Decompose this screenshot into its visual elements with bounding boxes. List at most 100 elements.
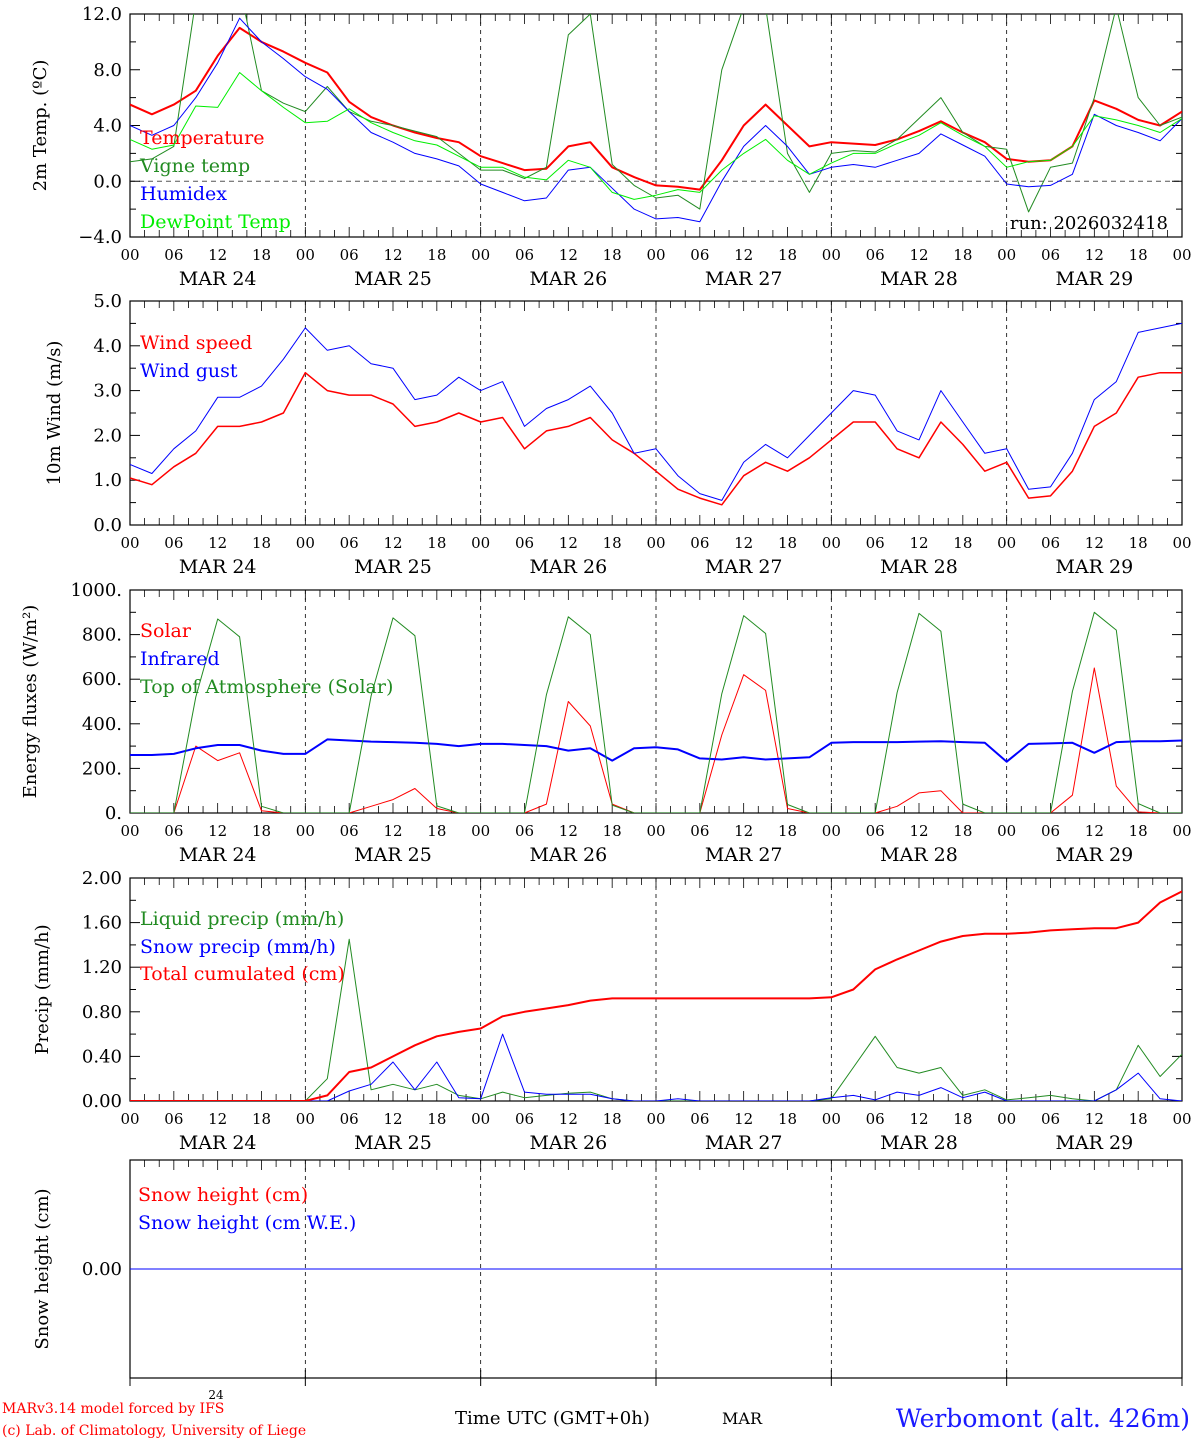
- x-tick-label: 18: [1129, 534, 1148, 552]
- x-tick-label: 00: [120, 534, 139, 552]
- x-tick-label: 06: [340, 822, 359, 840]
- date-label: MAR 28: [880, 1132, 958, 1154]
- date-label: MAR 24: [179, 556, 257, 578]
- series-line-vigne-temp: [130, 14, 1182, 213]
- x-tick-label: 06: [866, 1110, 885, 1128]
- date-label: MAR 27: [705, 556, 783, 578]
- date-label: MAR 26: [529, 844, 607, 866]
- x-tick-label: 18: [953, 1110, 972, 1128]
- series-line-dewpoint-temp: [130, 72, 1182, 200]
- y-axis-title: Snow height (cm): [32, 1188, 53, 1349]
- x-tick-label: 06: [690, 534, 709, 552]
- date-label: MAR 24: [179, 1132, 257, 1154]
- x-tick-label: 06: [515, 1110, 534, 1128]
- y-tick-label: 4.0: [93, 336, 122, 357]
- x-tick-label: 18: [603, 246, 622, 264]
- y-tick-label: 12.0: [82, 4, 122, 25]
- x-tick-label: 12: [734, 246, 753, 264]
- y-tick-label: 800.: [82, 625, 122, 646]
- x-tick-label: 06: [866, 822, 885, 840]
- date-label: MAR 28: [880, 556, 958, 578]
- date-label: MAR 27: [705, 1132, 783, 1154]
- x-tick-label: 18: [252, 534, 271, 552]
- series-line-temperature: [130, 26, 1182, 191]
- x-tick-label: 12: [1085, 1110, 1104, 1128]
- legend-entry: Top of Atmosphere (Solar): [140, 676, 393, 698]
- x-tick-label: 12: [909, 534, 928, 552]
- x-tick-label: 18: [603, 1110, 622, 1128]
- x-tick-label: 00: [822, 822, 841, 840]
- x-tick-label: 18: [1129, 246, 1148, 264]
- model-credit: MARv3.14 model forced by IFS: [2, 1401, 224, 1417]
- x-tick-label: 12: [1085, 822, 1104, 840]
- date-label: MAR 29: [1055, 844, 1133, 866]
- legend-entry: Liquid precip (mm/h): [140, 908, 344, 930]
- panel-3: 1000. 800. 600. 400. 200. 0. Energy fluxes (W/…: [20, 580, 1192, 866]
- time-axis-label: Time UTC (GMT+0h): [455, 1408, 650, 1429]
- month-label: MAR: [722, 1409, 763, 1428]
- legend-entry: Wind speed: [140, 332, 252, 354]
- x-tick-label: 18: [778, 246, 797, 264]
- x-tick-label: 12: [559, 1110, 578, 1128]
- date-label: MAR 25: [354, 844, 432, 866]
- x-tick-label: 06: [340, 246, 359, 264]
- x-tick-label: 12: [734, 534, 753, 552]
- x-tick-label: 00: [997, 246, 1016, 264]
- legend-entry: Temperature: [140, 127, 264, 149]
- y-axis-title: Energy fluxes (W/m²): [20, 605, 41, 799]
- series-group: [130, 611, 1182, 813]
- x-tick-label: 12: [383, 1110, 402, 1128]
- x-tick-label: 12: [383, 534, 402, 552]
- x-tick-label: 00: [997, 822, 1016, 840]
- y-tick-label: 1.0: [93, 470, 122, 491]
- x-tick-label: 12: [208, 822, 227, 840]
- x-tick-label: 18: [1129, 1110, 1148, 1128]
- date-label: MAR 29: [1055, 268, 1133, 290]
- series-group: [130, 14, 1182, 223]
- x-tick-label: 12: [383, 246, 402, 264]
- x-tick-label: 06: [866, 534, 885, 552]
- date-label: MAR 26: [529, 556, 607, 578]
- series-line-snow-precip-mm-h-: [130, 1033, 1182, 1101]
- run-label: run: 2026032418: [1010, 213, 1168, 234]
- date-label: MAR 25: [354, 556, 432, 578]
- x-tick-label: 12: [909, 1110, 928, 1128]
- y-tick-label: 2.00: [82, 868, 122, 889]
- x-tick-label: 12: [734, 822, 753, 840]
- x-tick-label: 00: [296, 246, 315, 264]
- x-tick-label: 06: [164, 1110, 183, 1128]
- x-tick-label: 12: [383, 822, 402, 840]
- x-tick-label: 00: [997, 534, 1016, 552]
- x-tick-label: 00: [120, 246, 139, 264]
- x-tick-label: 18: [252, 822, 271, 840]
- date-label: MAR 28: [880, 844, 958, 866]
- date-label: MAR 24: [179, 268, 257, 290]
- y-tick-label: 3.0: [93, 381, 122, 402]
- x-tick-label: 18: [603, 822, 622, 840]
- x-tick-label: 12: [909, 246, 928, 264]
- x-tick-label: 18: [778, 822, 797, 840]
- y-tick-label: 1000.: [70, 580, 122, 601]
- y-tick-label: 400.: [82, 714, 122, 735]
- y-tick-label: 0.00: [82, 1091, 122, 1112]
- y-tick-label: 0.: [105, 803, 122, 824]
- x-tick-label: 00: [296, 822, 315, 840]
- legend-entry: DewPoint Temp: [140, 211, 291, 233]
- x-tick-label: 18: [953, 822, 972, 840]
- date-label: MAR 28: [880, 268, 958, 290]
- x-tick-label: 18: [1129, 822, 1148, 840]
- y-tick-label: 0.0: [93, 515, 122, 536]
- x-tick-label: 12: [559, 534, 578, 552]
- x-tick-label: 00: [296, 1110, 315, 1128]
- x-tick-label: 06: [164, 246, 183, 264]
- series-line-infrared: [130, 738, 1182, 763]
- y-tick-label: 4.0: [93, 116, 122, 137]
- y-axis-title: Precip (mm/h): [32, 924, 53, 1054]
- x-tick-label: 00: [822, 1110, 841, 1128]
- x-tick-label: 06: [690, 822, 709, 840]
- legend-entry: Wind gust: [140, 360, 238, 382]
- date-label: MAR 29: [1055, 556, 1133, 578]
- x-tick-label: 06: [340, 534, 359, 552]
- x-tick-label: 00: [646, 822, 665, 840]
- x-tick-label: 00: [646, 246, 665, 264]
